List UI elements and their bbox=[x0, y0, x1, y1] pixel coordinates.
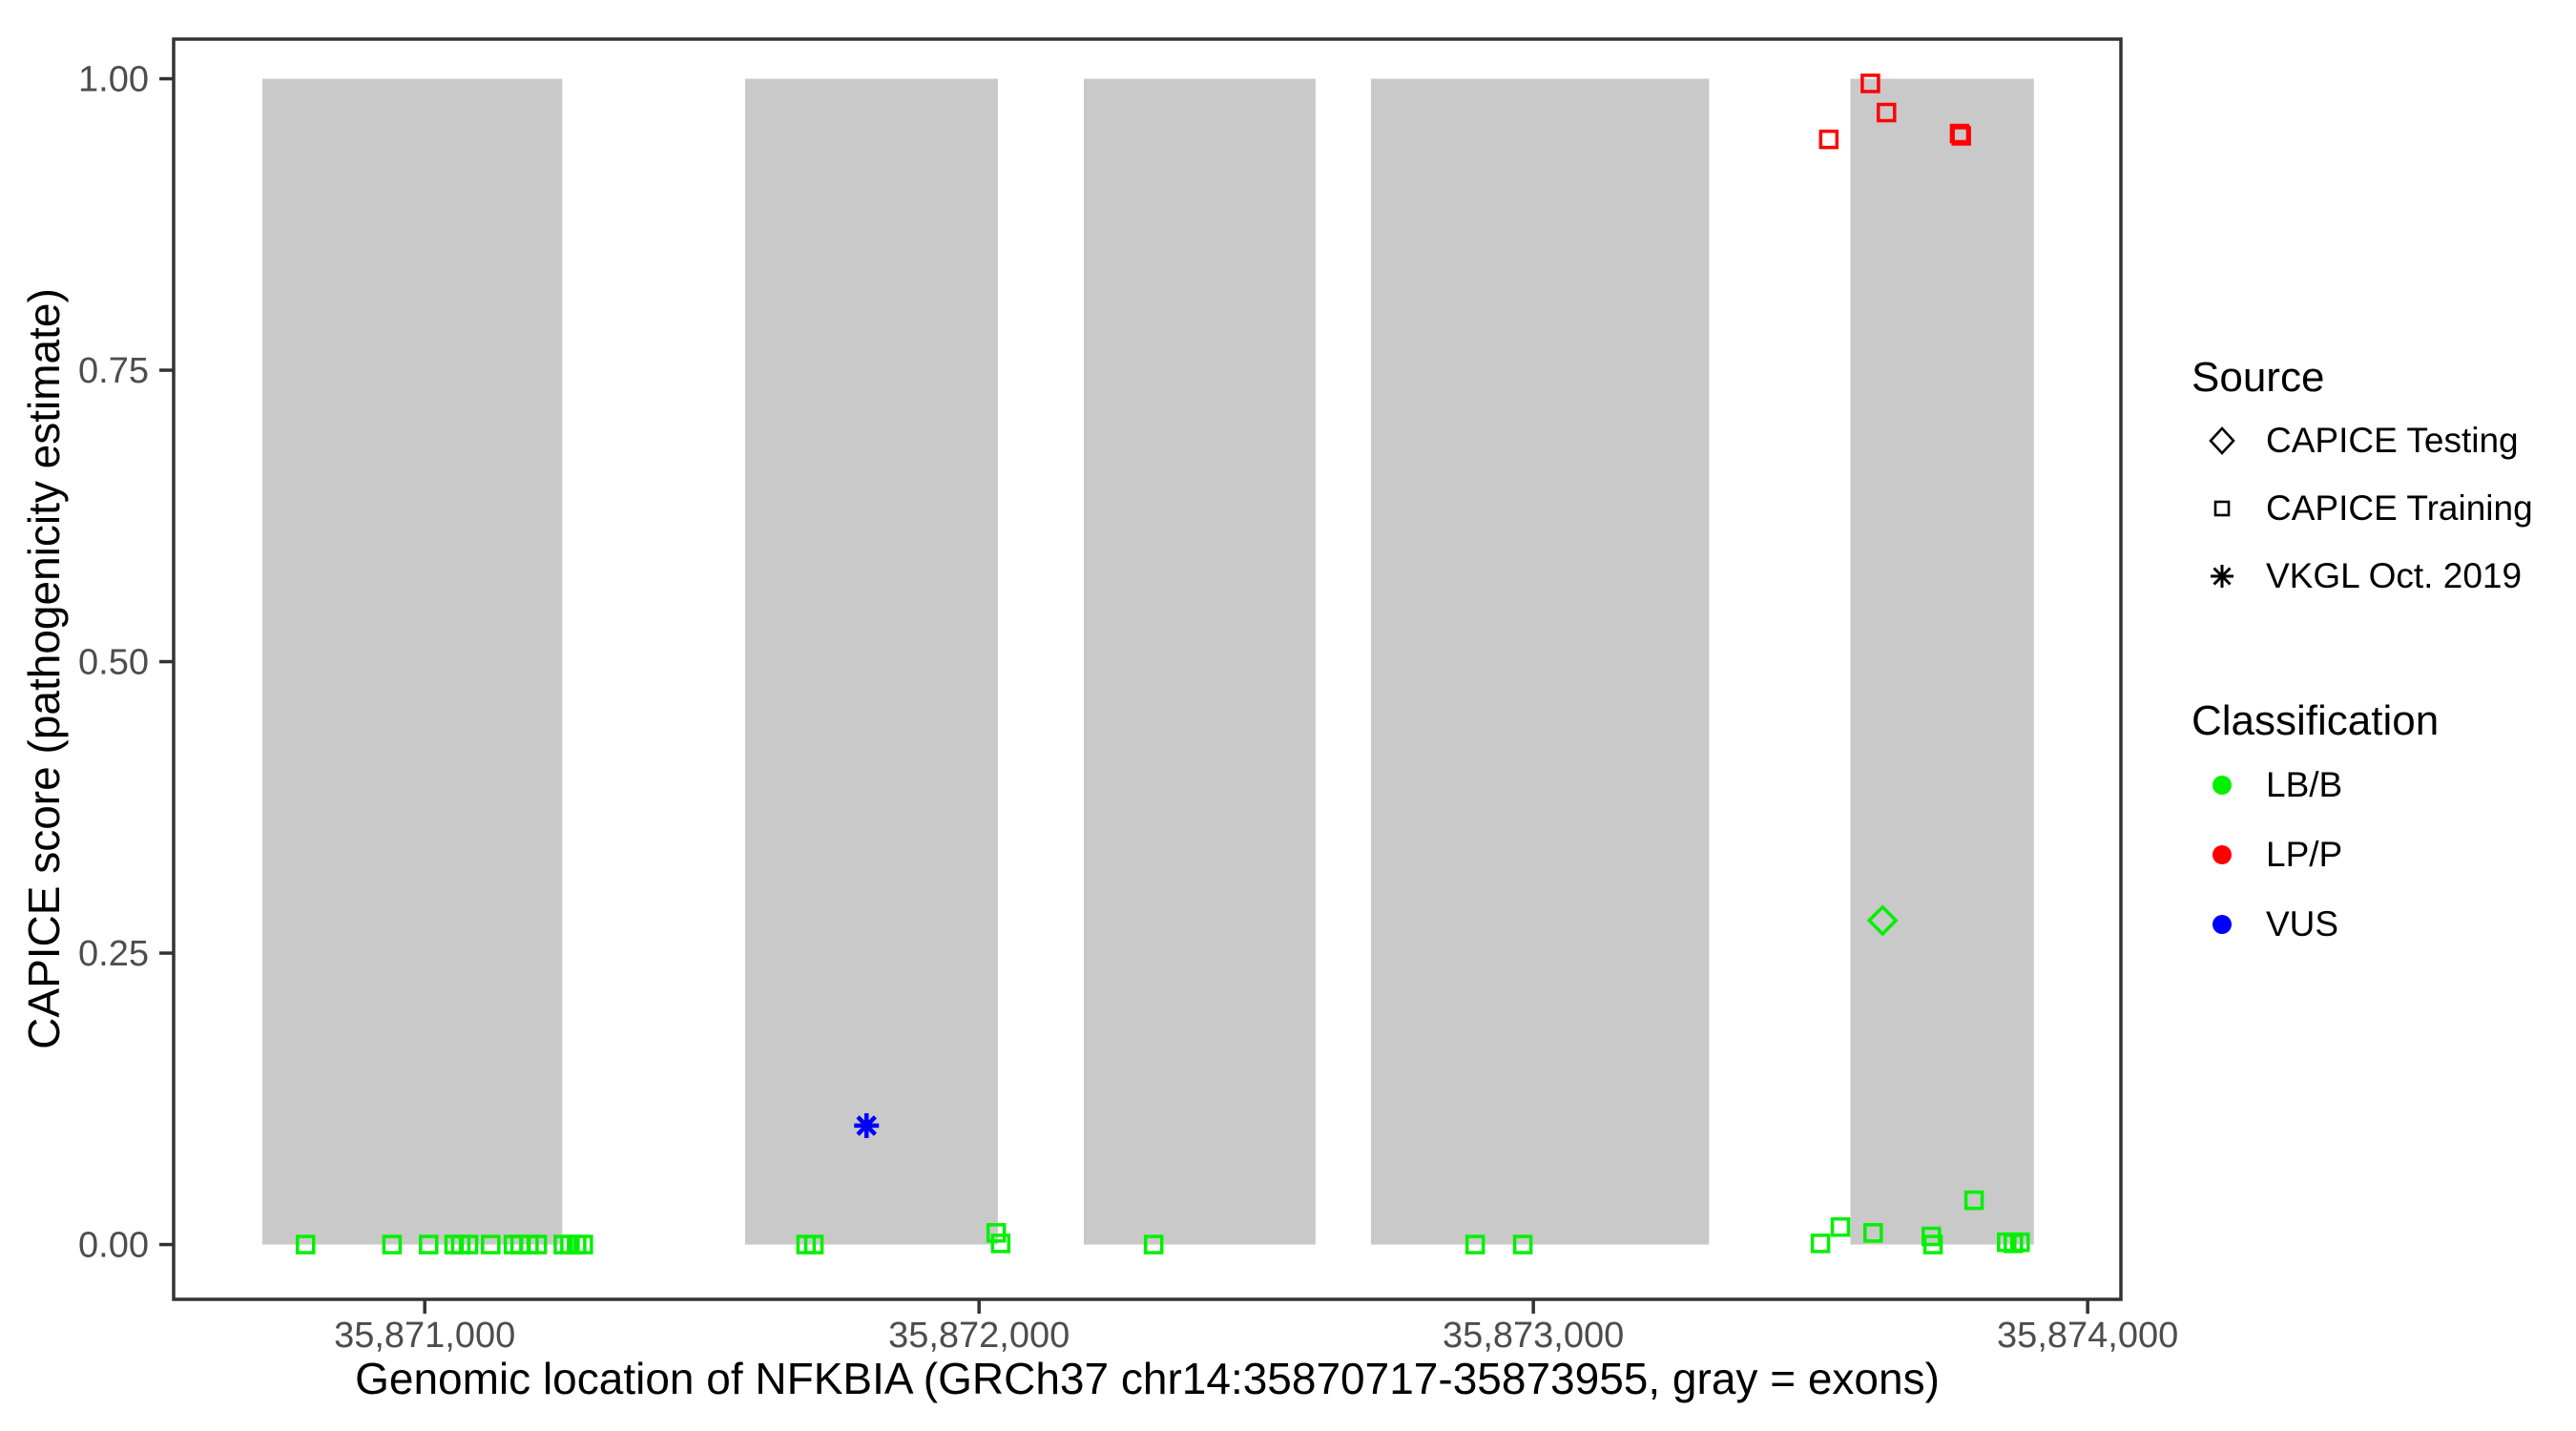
y-tick-label: 0.75 bbox=[78, 351, 149, 391]
diamond-outline-icon bbox=[2203, 422, 2241, 460]
legend-classification: Classification LB/B LP/P bbox=[2190, 693, 2439, 959]
data-point-square bbox=[1143, 1234, 1164, 1255]
exon-bar bbox=[744, 78, 998, 1245]
data-point-square bbox=[1860, 73, 1880, 93]
legend-label: CAPICE Testing bbox=[2266, 420, 2519, 460]
legend-item-lbb: LB/B bbox=[2190, 750, 2439, 819]
data-point-square bbox=[1951, 126, 1971, 146]
panel-border bbox=[172, 37, 2123, 1301]
legend-classification-title: Classification bbox=[2192, 697, 2440, 744]
data-point-square bbox=[1810, 1234, 1831, 1254]
blue-dot-icon bbox=[2203, 905, 2241, 944]
data-point-square bbox=[1876, 102, 1897, 123]
exon-bar bbox=[1083, 78, 1316, 1245]
data-point-square bbox=[382, 1234, 403, 1255]
x-tick-label: 35,874,000 bbox=[1997, 1316, 2178, 1356]
y-tick-label: 1.00 bbox=[78, 60, 149, 100]
data-point-asterisk bbox=[854, 1112, 880, 1138]
legend-item-vkgl: VKGL Oct. 2019 bbox=[2190, 542, 2533, 610]
data-point-square bbox=[2010, 1232, 2030, 1253]
legend-item-capice-testing: CAPICE Testing bbox=[2190, 406, 2533, 474]
asterisk-ray bbox=[856, 1115, 878, 1136]
y-axis-title: CAPICE score (pathogenicity estimate) bbox=[19, 288, 69, 1049]
data-point-square bbox=[986, 1223, 1007, 1243]
legend-source: Source CAPICE Testing CAPICE Training bbox=[2190, 349, 2533, 610]
legend-item-vus: VUS bbox=[2190, 889, 2439, 959]
x-tick-label: 35,872,000 bbox=[888, 1316, 1070, 1356]
data-point-square bbox=[573, 1234, 593, 1255]
data-point-square bbox=[458, 1234, 479, 1255]
data-point-square bbox=[527, 1234, 548, 1255]
x-tick-label: 35,873,000 bbox=[1443, 1316, 1624, 1356]
exon-bar bbox=[1370, 78, 1710, 1245]
legend-item-capice-training: CAPICE Training bbox=[2190, 474, 2533, 542]
data-point-square bbox=[1830, 1216, 1851, 1237]
red-dot-icon bbox=[2203, 836, 2241, 874]
exon-bar bbox=[1850, 78, 2034, 1245]
legend-label: VUS bbox=[2266, 903, 2339, 944]
data-point-square bbox=[1922, 1234, 1943, 1255]
data-point-square bbox=[419, 1234, 439, 1255]
y-tick-label: 0.25 bbox=[78, 934, 149, 974]
data-point-square bbox=[1963, 1190, 1984, 1211]
legend-label: LP/P bbox=[2266, 834, 2343, 874]
data-point-square bbox=[803, 1234, 824, 1255]
legend-label: LB/B bbox=[2266, 764, 2343, 804]
y-tick-label: 0.00 bbox=[78, 1226, 149, 1266]
data-point-square bbox=[1863, 1223, 1883, 1243]
data-point-square bbox=[1512, 1234, 1533, 1255]
y-tick-label: 0.50 bbox=[78, 643, 149, 683]
x-tick-label: 35,871,000 bbox=[334, 1316, 515, 1356]
legend-source-title: Source bbox=[2192, 354, 2325, 401]
x-axis-title: Genomic location of NFKBIA (GRCh37 chr14… bbox=[355, 1354, 1940, 1403]
green-dot-icon bbox=[2203, 766, 2241, 804]
legend-item-lpp: LP/P bbox=[2190, 819, 2439, 889]
data-point-square bbox=[481, 1234, 501, 1255]
data-point-diamond bbox=[1866, 904, 1899, 937]
data-point-square bbox=[296, 1234, 316, 1255]
exon-bar bbox=[261, 78, 563, 1245]
legend-label: CAPICE Training bbox=[2266, 487, 2533, 528]
square-outline-icon bbox=[2203, 489, 2241, 528]
data-point-square bbox=[990, 1234, 1011, 1254]
data-point-square bbox=[1818, 129, 1839, 150]
asterisk-icon bbox=[2203, 557, 2241, 595]
data-point-square bbox=[1465, 1234, 1485, 1255]
legend-label: VKGL Oct. 2019 bbox=[2266, 555, 2523, 595]
